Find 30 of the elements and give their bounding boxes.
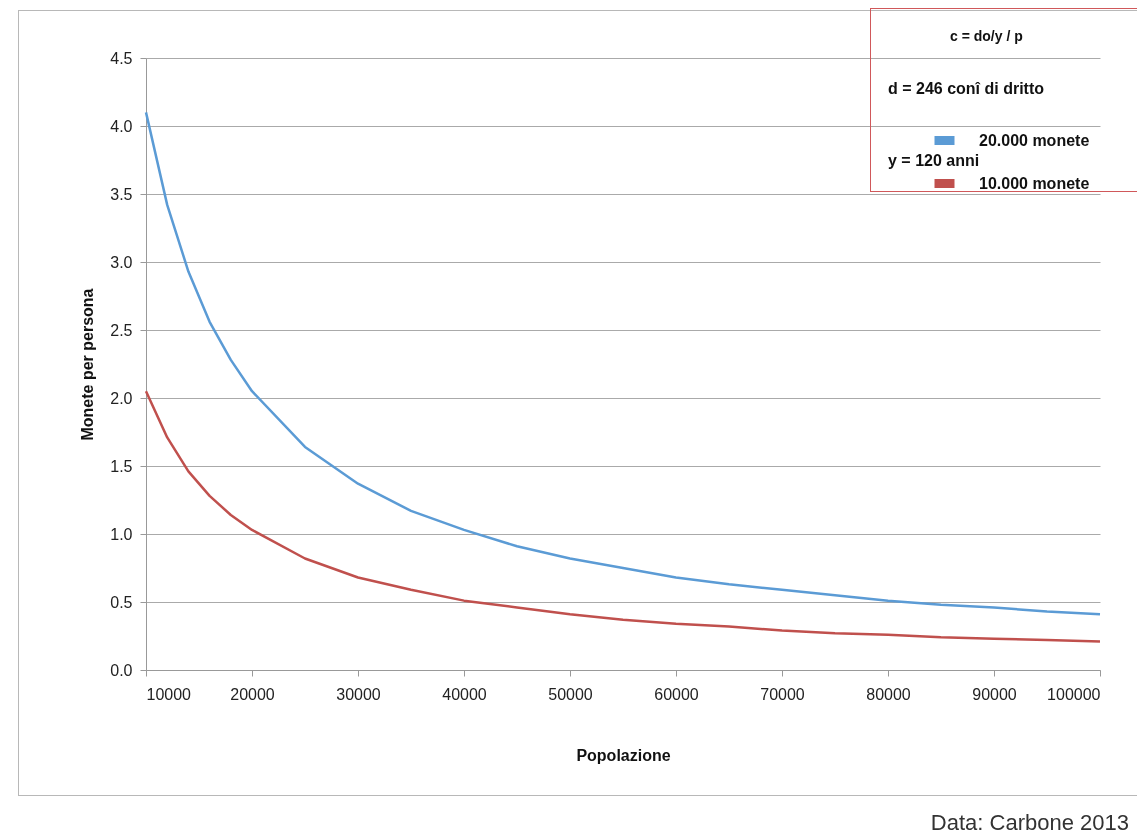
x-tick-label: 90000 bbox=[972, 685, 1017, 703]
line-series bbox=[144, 389, 1102, 643]
legend-label: 20.000 monete bbox=[979, 131, 1090, 149]
y-tick-label: 1.0 bbox=[110, 525, 133, 543]
y-tick-label: 1.5 bbox=[110, 457, 133, 475]
x-tick-label: 10000 bbox=[146, 685, 192, 703]
y-tick-label: 3.5 bbox=[110, 185, 133, 203]
x-tick-label: 70000 bbox=[760, 685, 805, 703]
text: Data: Carbone 2013 bbox=[930, 810, 1129, 836]
x-tick-label: 30000 bbox=[336, 685, 381, 703]
y-tick-label: 4.0 bbox=[110, 117, 133, 135]
y-axis-title: Monete per persona bbox=[79, 288, 97, 441]
y-tick-label: 0.0 bbox=[110, 661, 133, 679]
y-tick-label: 2.0 bbox=[110, 389, 133, 407]
annotation: d = 246 conî di dritto bbox=[888, 80, 1045, 98]
x-tick-label: 20000 bbox=[230, 685, 275, 703]
x-tick-label: 40000 bbox=[442, 685, 487, 703]
legend-label: 10.000 monete bbox=[979, 174, 1090, 192]
y-tick-label: 0.5 bbox=[110, 593, 133, 611]
y-tick-label: 2.5 bbox=[110, 321, 133, 339]
line-series bbox=[144, 111, 1102, 616]
annotation: y = 120 anni bbox=[888, 152, 980, 170]
x-tick-label: 60000 bbox=[654, 685, 699, 703]
x-tick-label: 100000 bbox=[1047, 685, 1101, 703]
text: c = do/y / p bbox=[950, 28, 1023, 44]
x-axis-title: Popolazione bbox=[576, 746, 671, 764]
x-tick-label: 80000 bbox=[866, 685, 911, 703]
y-tick-label: 3.0 bbox=[110, 253, 133, 271]
y-tick-label: 4.5 bbox=[110, 49, 133, 67]
x-tick-label: 50000 bbox=[548, 685, 593, 703]
